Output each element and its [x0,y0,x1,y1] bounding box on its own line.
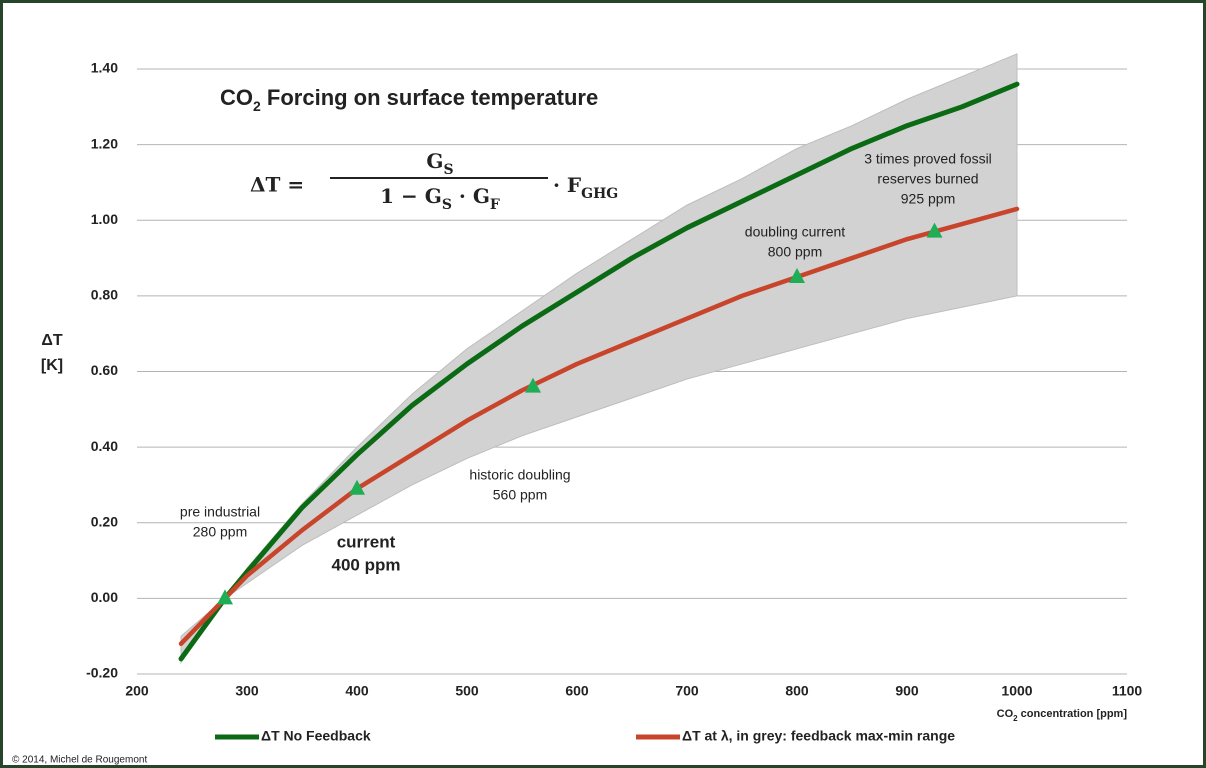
formula-denominator: 1 − GS · GF [380,184,500,214]
y-axis-label: ΔT [41,332,63,349]
annotation: 560 ppm [493,487,547,503]
x-tick-label: 1100 [1112,683,1143,699]
y-tick-label: 1.20 [91,135,118,151]
marker [349,479,365,495]
text-part: concentration [ppm] [1018,708,1128,720]
text-part: CO [220,85,253,110]
text-part: Forcing on surface temperature [261,85,598,110]
y-tick-label: 1.40 [91,60,118,76]
x-tick-label: 400 [345,683,369,699]
x-tick-label: 700 [675,683,699,699]
subscript: S [442,197,452,213]
y-tick-label: -0.20 [86,665,118,681]
annotation: 400 ppm [332,555,401,574]
legend-label: ΔT No Feedback [261,728,371,744]
y-tick-label: 0.20 [91,513,118,529]
text-part: · G [452,184,490,208]
x-axis-label: CO2 concentration [ppm] [997,708,1128,723]
subscript: S [443,162,453,178]
y-axis-label: [K] [41,357,63,374]
text-part: · F [553,173,581,197]
y-tick-label: 1.00 [91,211,118,227]
y-tick-label: 0.80 [91,287,118,303]
marker [926,222,943,238]
x-tick-label: 300 [235,683,259,699]
marker [525,377,541,393]
subscript: 2 [1013,714,1018,723]
text-part: CO [997,708,1014,720]
y-tick-label: 0.40 [91,438,118,454]
annotation: 925 ppm [901,191,955,207]
annotation: 3 times proved fossil [864,151,992,167]
marker [789,267,805,283]
x-tick-label: 900 [895,683,919,699]
formula-factor: · FGHG [553,173,618,203]
x-tick-label: 1000 [1001,683,1032,699]
text-part: G [426,149,443,173]
annotation: historic doubling [469,467,570,483]
marker [217,589,233,605]
annotation: doubling current [745,224,846,240]
subscript: 2 [253,98,261,114]
formula-lhs: ΔT = [250,173,304,197]
formula-numerator: GS [426,149,453,179]
x-tick-label: 200 [125,683,149,699]
annotation: 800 ppm [768,244,822,260]
annotation: pre industrial [180,504,260,520]
x-tick-label: 800 [785,683,809,699]
legend-label: ΔT at λ, in grey: feedback max-min range [682,728,955,744]
credit: © 2014, Michel de Rougemont [12,755,147,766]
line-series [178,206,1020,646]
y-tick-label: 0.60 [91,362,118,378]
annotation: 280 ppm [193,524,247,540]
annotation: reserves burned [877,171,978,187]
text-part: 1 − G [380,184,442,208]
x-tick-label: 500 [455,683,479,699]
chart-title: CO2 Forcing on surface temperature [220,85,598,114]
y-tick-label: 0.00 [91,589,118,605]
feedback-range [180,53,1018,665]
annotation: current [337,532,396,551]
subscript: GHG [581,186,618,202]
x-tick-label: 600 [565,683,589,699]
subscript: F [490,197,500,213]
